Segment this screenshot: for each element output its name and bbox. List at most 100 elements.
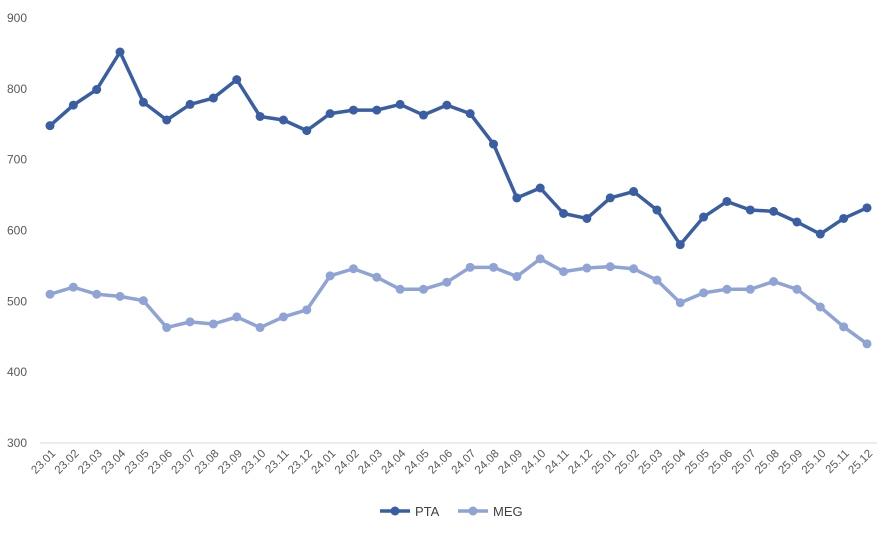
x-tick-label: 23.09 <box>216 448 245 477</box>
data-point-meg <box>232 312 242 322</box>
data-point-meg <box>722 284 732 294</box>
series-line-pta <box>48 50 869 247</box>
data-point-meg <box>675 298 685 308</box>
data-point-pta <box>629 187 639 197</box>
data-point-pta <box>722 196 732 206</box>
data-point-meg <box>699 288 709 298</box>
data-point-pta <box>512 193 522 203</box>
x-tick-label: 23.06 <box>146 448 175 477</box>
x-tick-label: 24.06 <box>426 448 455 477</box>
data-point-meg <box>465 262 475 272</box>
data-point-meg <box>605 262 615 272</box>
data-point-pta <box>232 75 242 85</box>
y-tick-label: 500 <box>7 294 27 308</box>
series-layer <box>45 47 872 349</box>
data-point-pta <box>862 203 872 213</box>
x-tick-label: 24.03 <box>356 448 385 477</box>
data-point-pta <box>162 115 172 125</box>
x-tick-label: 24.08 <box>473 448 502 477</box>
data-point-meg <box>45 289 55 299</box>
data-point-meg <box>559 267 569 277</box>
y-axis: 300 400 500 600 700 800 900 <box>7 11 27 450</box>
data-point-meg <box>535 254 545 264</box>
legend-swatch-marker <box>390 506 400 516</box>
legend-swatch-marker <box>468 506 478 516</box>
data-point-meg <box>582 263 592 273</box>
x-tick-label: 25.06 <box>706 448 735 477</box>
data-point-pta <box>605 193 615 203</box>
data-point-pta <box>769 206 779 216</box>
data-point-pta <box>489 139 499 149</box>
x-tick-label: 23.10 <box>240 448 269 477</box>
x-tick-label: 25.12 <box>846 448 875 477</box>
y-tick-label: 700 <box>7 153 27 167</box>
x-tick-label: 23.03 <box>76 448 105 477</box>
data-point-pta <box>302 126 312 136</box>
data-point-pta <box>138 97 148 107</box>
data-point-pta <box>652 205 662 215</box>
x-tick-label: 23.01 <box>29 448 58 477</box>
y-tick-label: 600 <box>7 224 27 238</box>
x-tick-label: 24.11 <box>544 448 572 476</box>
data-point-meg <box>92 289 102 299</box>
data-point-meg <box>418 284 428 294</box>
data-point-pta <box>535 183 545 193</box>
data-point-pta <box>418 110 428 120</box>
x-tick-label: 23.04 <box>99 447 128 476</box>
data-point-pta <box>839 213 849 223</box>
x-tick-label: 25.08 <box>753 448 782 477</box>
data-point-meg <box>348 264 358 274</box>
data-point-pta <box>348 105 358 115</box>
data-point-meg <box>629 264 639 274</box>
x-tick-label: 23.07 <box>169 448 198 477</box>
x-tick-label: 25.03 <box>636 448 665 477</box>
x-tick-label: 24.01 <box>310 448 339 477</box>
data-point-meg <box>162 323 172 333</box>
x-tick-label: 25.10 <box>800 448 829 477</box>
data-point-meg <box>652 275 662 285</box>
data-point-pta <box>582 213 592 223</box>
data-point-meg <box>278 312 288 322</box>
x-axis: 23.0123.0223.0323.0423.0523.0623.0723.08… <box>29 442 877 477</box>
legend-label: MEG <box>493 504 523 519</box>
data-point-meg <box>442 277 452 287</box>
data-point-meg <box>862 339 872 349</box>
data-point-pta <box>395 99 405 109</box>
x-tick-label: 24.05 <box>403 448 432 477</box>
x-tick-label: 24.10 <box>520 448 549 477</box>
x-tick-label: 23.08 <box>193 448 222 477</box>
data-point-pta <box>792 217 802 227</box>
data-point-meg <box>325 271 335 281</box>
data-point-pta <box>815 229 825 239</box>
x-tick-label: 23.02 <box>53 448 82 477</box>
data-point-meg <box>302 305 312 315</box>
x-tick-label: 24.09 <box>496 448 525 477</box>
legend: PTA MEG <box>380 504 523 519</box>
x-tick-label: 23.11 <box>263 448 291 476</box>
data-point-meg <box>115 291 125 301</box>
series-pta <box>45 47 872 250</box>
data-point-pta <box>68 100 78 110</box>
x-tick-label: 24.12 <box>566 448 595 477</box>
x-tick-label: 23.05 <box>123 448 152 477</box>
data-point-meg <box>185 317 195 327</box>
x-tick-label: 24.02 <box>333 448 362 477</box>
data-point-meg <box>68 282 78 292</box>
data-point-pta <box>675 240 685 250</box>
data-point-pta <box>465 109 475 119</box>
data-point-meg <box>395 284 405 294</box>
y-tick-label: 300 <box>7 436 27 450</box>
data-point-pta <box>442 100 452 110</box>
data-point-meg <box>512 272 522 282</box>
x-tick-label: 25.07 <box>730 448 759 477</box>
data-point-meg <box>769 277 779 286</box>
data-point-pta <box>185 99 195 109</box>
legend-item-meg: MEG <box>458 504 523 519</box>
y-tick-label: 800 <box>7 82 27 96</box>
data-point-pta <box>45 121 55 131</box>
data-point-pta <box>115 47 125 57</box>
data-point-meg <box>208 319 218 329</box>
data-point-pta <box>255 111 265 121</box>
